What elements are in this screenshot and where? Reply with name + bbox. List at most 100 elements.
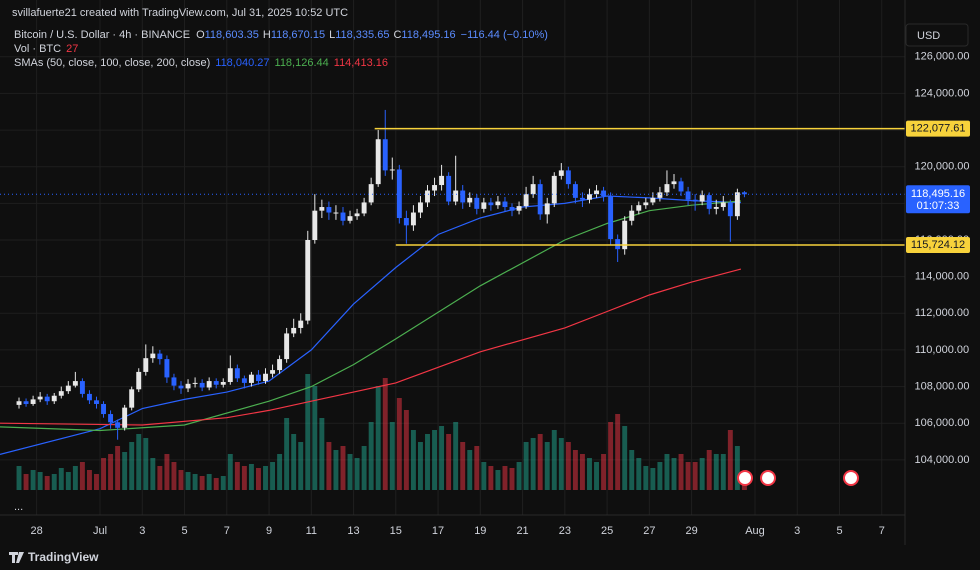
- x-tick-label: 23: [559, 525, 571, 537]
- symbol-legend: Bitcoin / U.S. Dollar · 4h · BINANCE O118…: [14, 29, 548, 41]
- volume-bar: [375, 386, 381, 490]
- volume-bar: [664, 454, 670, 490]
- volume-bar: [516, 462, 522, 490]
- ohlc-value: 118,495.16: [401, 29, 455, 41]
- volume-bar: [460, 442, 466, 490]
- volume-bar: [234, 462, 240, 490]
- candle-body: [664, 184, 670, 193]
- volume-bar: [410, 430, 416, 490]
- candle-body: [403, 218, 409, 226]
- candle-body: [361, 202, 367, 214]
- volume-bar: [734, 446, 740, 490]
- candle-body: [671, 181, 677, 185]
- volume-bar: [396, 398, 402, 490]
- event-marker[interactable]: [760, 470, 776, 486]
- candle-body: [234, 368, 240, 379]
- candle-body: [601, 190, 607, 197]
- volume-bar: [601, 454, 607, 490]
- candle-body: [150, 353, 156, 359]
- candle-body: [692, 199, 698, 202]
- footer: [0, 545, 980, 570]
- volume-bar: [79, 462, 85, 490]
- volume-bar: [636, 458, 642, 490]
- candle-body: [277, 359, 283, 371]
- volume-bar: [389, 422, 395, 490]
- sma-value: 118,040.27: [215, 57, 269, 69]
- candle-body: [298, 320, 304, 328]
- volume-bar: [622, 426, 628, 490]
- candle-body: [495, 201, 501, 206]
- candle-body: [263, 373, 268, 382]
- volume-bar: [65, 472, 71, 490]
- candle-body: [199, 382, 205, 388]
- candle-body: [410, 212, 416, 226]
- volume-bar: [544, 442, 550, 490]
- volume-bar: [312, 386, 318, 490]
- x-tick-label: 3: [139, 525, 145, 537]
- volume-bar: [425, 434, 430, 490]
- candle-body: [305, 240, 311, 321]
- volume-bar: [523, 442, 529, 490]
- volume-bar: [509, 468, 515, 490]
- volume-bar: [565, 442, 571, 490]
- logo-text: TradingView: [28, 550, 99, 564]
- volume-bar: [354, 458, 360, 490]
- volume-bar: [16, 466, 22, 490]
- y-tick-label: 106,000.00: [914, 417, 969, 429]
- last-price-label: 118,495.16: [911, 188, 965, 200]
- volume-bar: [467, 450, 473, 490]
- volume-bar: [671, 458, 677, 490]
- currency-box[interactable]: [905, 23, 969, 47]
- event-marker[interactable]: [737, 470, 753, 486]
- candle-body: [699, 195, 705, 202]
- volume-bar: [488, 466, 494, 490]
- x-tick-label: 7: [224, 525, 230, 537]
- volume-bar: [185, 472, 191, 490]
- candle-body: [108, 414, 114, 423]
- symbol-title: Bitcoin / U.S. Dollar · 4h · BINANCE: [14, 29, 190, 41]
- change-value: −116.44 (−0.10%): [461, 29, 548, 41]
- candle-body: [530, 184, 536, 195]
- x-tick-label: 13: [347, 525, 359, 537]
- candle-body: [615, 239, 621, 250]
- volume-bar: [417, 442, 423, 490]
- credit: svillafuerte21 created with TradingView.…: [12, 7, 348, 19]
- candle-body: [544, 203, 550, 215]
- volume-bar: [502, 466, 508, 490]
- volume-bar: [58, 468, 64, 490]
- candle-body: [741, 192, 747, 195]
- candle-body: [565, 170, 571, 185]
- last-price-box: [906, 185, 970, 214]
- volume-bar: [178, 470, 184, 490]
- candle-body: [284, 333, 290, 360]
- event-marker[interactable]: [843, 470, 859, 486]
- sma-legend: SMAs (50, close, 100, close, 200, close)…: [14, 57, 388, 69]
- candle-body: [509, 207, 515, 211]
- volume-bar: [643, 466, 649, 490]
- volume-bar: [94, 474, 99, 490]
- candle-body: [23, 401, 29, 404]
- volume-bar: [171, 462, 177, 490]
- volume-bar: [713, 454, 719, 490]
- ohlc-value: 118,670.15: [271, 29, 325, 41]
- volume-bar: [108, 454, 114, 490]
- sma-line: [0, 268, 742, 426]
- candle-body: [432, 185, 438, 191]
- volume-bar: [608, 422, 614, 490]
- volume-bar: [199, 476, 205, 490]
- volume-bar: [579, 454, 585, 490]
- y-tick-label: 110,000.00: [915, 344, 969, 356]
- more-button[interactable]: ...: [14, 501, 23, 513]
- candle-body: [734, 192, 740, 217]
- y-tick-label: 120,000.00: [914, 161, 969, 173]
- volume-bar: [227, 454, 233, 490]
- candle-body: [192, 382, 198, 384]
- candle-body: [713, 207, 719, 209]
- volume-bar: [347, 454, 353, 490]
- candle-body: [488, 202, 494, 206]
- ohlc-value: 118,335.65: [335, 29, 389, 41]
- candle-body: [333, 212, 339, 214]
- candle-body: [164, 359, 170, 378]
- y-tick-label: 114,000.00: [915, 271, 969, 283]
